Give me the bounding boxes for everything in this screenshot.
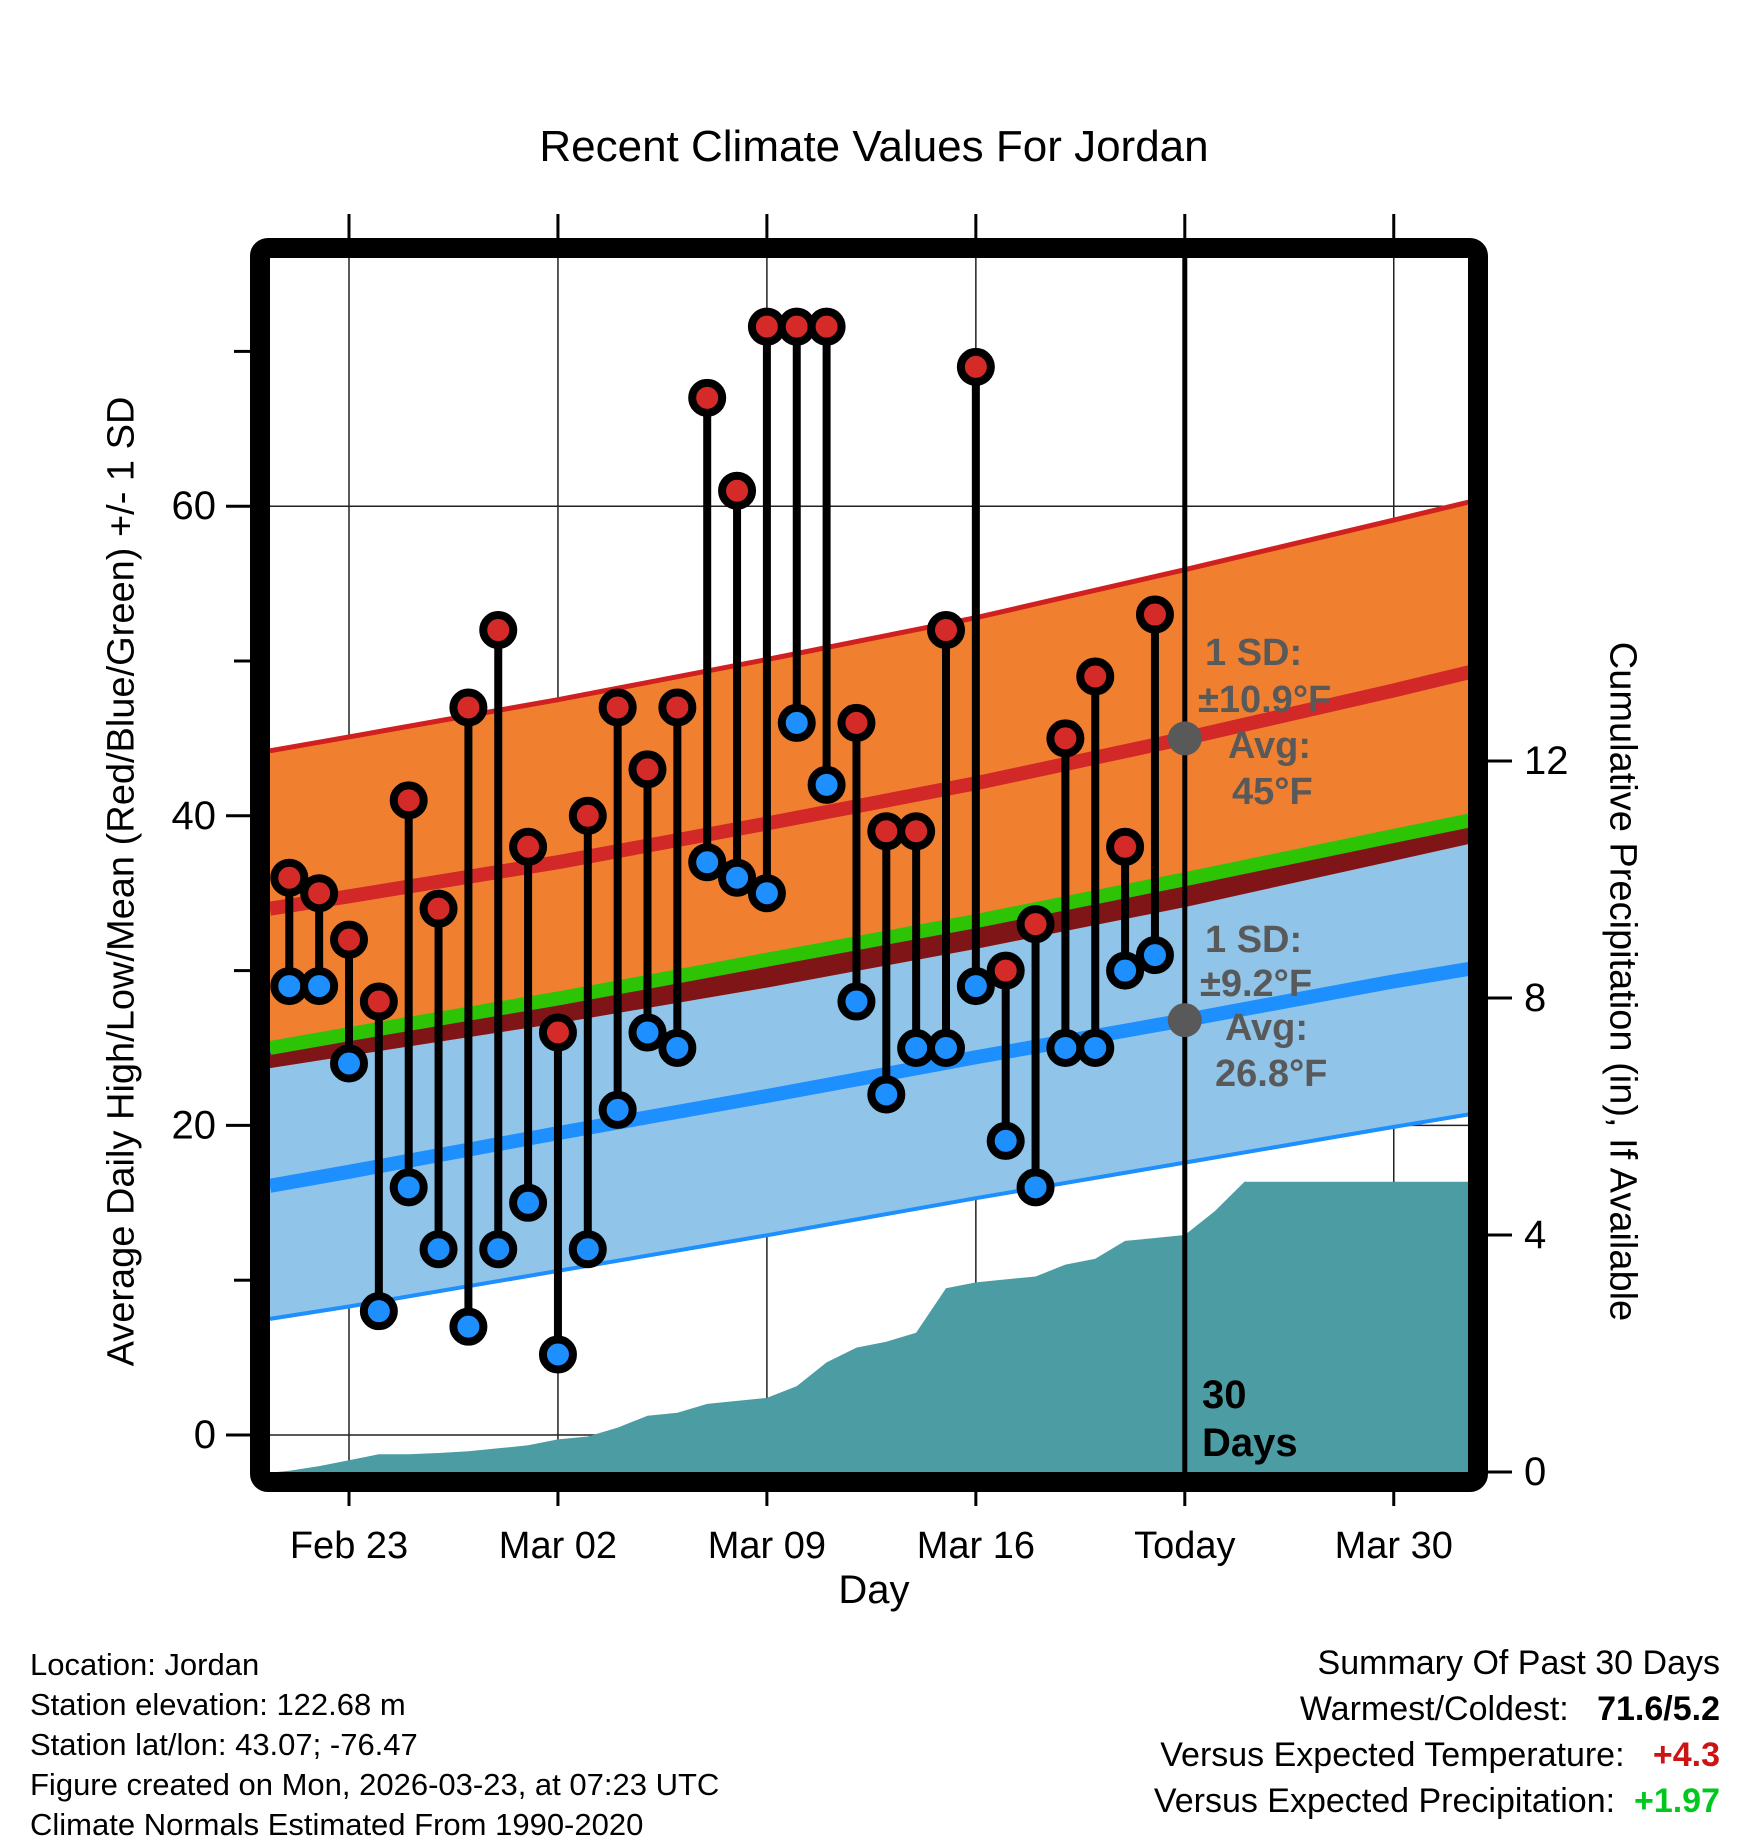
svg-text:60: 60 xyxy=(172,484,217,528)
svg-text:±9.2°F: ±9.2°F xyxy=(1200,963,1312,1005)
svg-text:8: 8 xyxy=(1524,976,1546,1020)
svg-text:Mar 16: Mar 16 xyxy=(917,1525,1035,1567)
svg-text:0: 0 xyxy=(1524,1450,1546,1494)
summary-title: Summary Of Past 30 Days xyxy=(1317,1644,1720,1682)
figure-created: Figure created on Mon, 2026-03-23, at 07… xyxy=(30,1767,720,1802)
svg-text:4: 4 xyxy=(1524,1213,1546,1257)
summary-vs-precipitation: Versus Expected Precipitation: +1.97 xyxy=(1154,1778,1720,1824)
station-metadata: Location: Jordan Station elevation: 122.… xyxy=(30,1645,719,1845)
summary-vs-temperature: Versus Expected Temperature: +4.3 xyxy=(1154,1732,1720,1778)
svg-text:26.8°F: 26.8°F xyxy=(1215,1053,1327,1095)
station-elevation: Station elevation: 122.68 m xyxy=(30,1687,406,1722)
svg-text:1 SD:: 1 SD: xyxy=(1205,632,1302,674)
svg-text:Mar 09: Mar 09 xyxy=(708,1525,826,1567)
summary-warmest-value: 71.6/5.2 xyxy=(1597,1690,1720,1728)
climate-normals-note: Climate Normals Estimated From 1990-2020 xyxy=(30,1807,644,1842)
svg-text:Mar 02: Mar 02 xyxy=(499,1525,617,1567)
svg-text:Avg:: Avg: xyxy=(1225,1007,1308,1049)
svg-text:30: 30 xyxy=(1202,1373,1247,1417)
summary-temp-label: Versus Expected Temperature: xyxy=(1160,1736,1625,1774)
svg-text:Feb 23: Feb 23 xyxy=(290,1525,408,1567)
station-latlon: Station lat/lon: 43.07; -76.47 xyxy=(30,1727,418,1762)
svg-text:20: 20 xyxy=(172,1103,217,1147)
svg-text:40: 40 xyxy=(172,794,217,838)
svg-text:0: 0 xyxy=(194,1413,216,1457)
svg-text:Today: Today xyxy=(1134,1525,1235,1567)
svg-text:1 SD:: 1 SD: xyxy=(1205,919,1302,961)
summary-precip-label: Versus Expected Precipitation: xyxy=(1153,1782,1616,1820)
svg-text:45°F: 45°F xyxy=(1232,771,1313,813)
page-title: Recent Climate Values For Jordan xyxy=(539,122,1209,171)
svg-text:12: 12 xyxy=(1524,739,1569,783)
summary-precip-value: +1.97 xyxy=(1633,1782,1720,1820)
svg-text:Mar 30: Mar 30 xyxy=(1335,1525,1453,1567)
svg-text:Days: Days xyxy=(1202,1421,1298,1465)
summary-warmest-coldest: Warmest/Coldest: 71.6/5.2 xyxy=(1154,1686,1720,1732)
station-location: Location: Jordan xyxy=(30,1647,260,1682)
summary-temp-value: +4.3 xyxy=(1652,1736,1720,1774)
svg-text:Avg:: Avg: xyxy=(1228,725,1311,767)
svg-text:±10.9°F: ±10.9°F xyxy=(1198,679,1331,721)
summary-past-30-days: Summary Of Past 30 Days Warmest/Coldest:… xyxy=(1154,1640,1720,1824)
x-axis-label-day: Day xyxy=(838,1568,910,1612)
summary-warmest-label: Warmest/Coldest: xyxy=(1299,1690,1569,1728)
